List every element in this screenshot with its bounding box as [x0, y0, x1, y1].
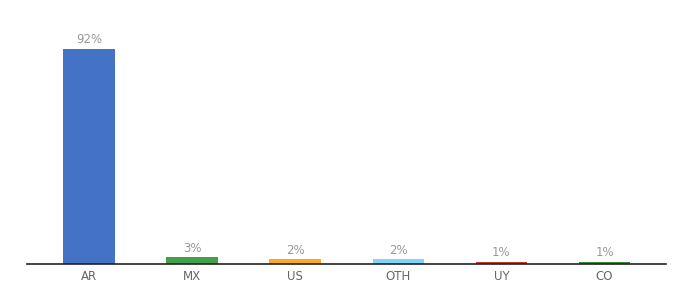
- Text: 92%: 92%: [76, 33, 102, 46]
- Bar: [269, 259, 321, 264]
- Text: 1%: 1%: [595, 246, 614, 259]
- Text: 2%: 2%: [286, 244, 305, 257]
- Bar: [373, 259, 424, 264]
- Bar: [579, 262, 630, 264]
- Text: 3%: 3%: [183, 242, 201, 255]
- Bar: [63, 49, 115, 264]
- Bar: [476, 262, 527, 264]
- Text: 1%: 1%: [492, 246, 511, 259]
- Text: 2%: 2%: [389, 244, 408, 257]
- Bar: [167, 257, 218, 264]
